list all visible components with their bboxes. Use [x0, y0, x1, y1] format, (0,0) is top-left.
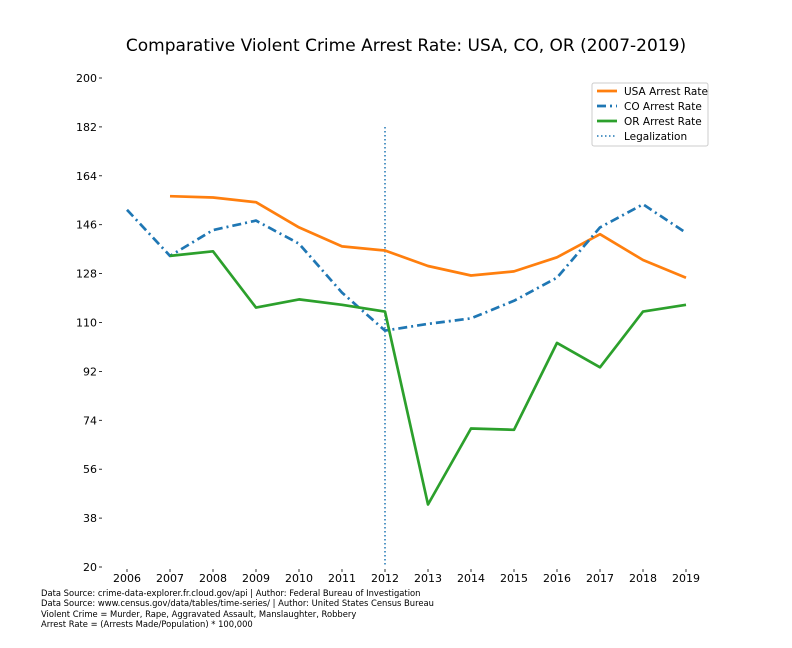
legend-label: USA Arrest Rate: [624, 86, 708, 98]
x-tick-label: 2012: [371, 572, 399, 585]
legend-label: Legalization: [624, 131, 687, 143]
series-line-co-arrest-rate: [126, 202, 687, 332]
y-tick-label: 164: [76, 170, 97, 183]
x-tick-label: 2010: [285, 572, 313, 585]
x-tick-label: 2015: [500, 572, 528, 585]
x-tick-label: 2006: [113, 572, 141, 585]
footer-line: Arrest Rate = (Arrests Made/Population) …: [41, 619, 253, 630]
y-tick-label: 128: [76, 268, 97, 281]
y-tick-label: 182: [76, 121, 97, 134]
chart-title: Comparative Violent Crime Arrest Rate: U…: [126, 36, 686, 56]
series-layer: [126, 194, 687, 506]
legend-frame: [591, 82, 709, 147]
x-tick-label: 2009: [242, 572, 270, 585]
x-tick-label: 2017: [586, 572, 614, 585]
footer-line: Data Source: crime-data-explorer.fr.clou…: [41, 588, 421, 598]
y-tick-label: 92: [83, 365, 97, 378]
x-tick-label: 2014: [457, 572, 485, 585]
y-tick-label: 146: [76, 219, 97, 232]
x-tick-label: 2016: [543, 572, 571, 585]
footer-notes: Data Source: crime-data-explorer.fr.clou…: [41, 588, 434, 630]
x-tick-label: 2013: [414, 572, 442, 585]
x-tick-label: 2008: [199, 572, 227, 585]
legend-label: OR Arrest Rate: [624, 116, 702, 128]
series-line-or-arrest-rate: [169, 249, 687, 506]
footer-line: Data Source: www.census.gov/data/tables/…: [41, 598, 434, 609]
footer-line: Violent Crime = Murder, Rape, Aggravated…: [41, 608, 357, 619]
x-axis: 2006 2007 2008 2009 2010 2011 2012 2013 2014 2015…: [113, 569, 700, 585]
y-tick-label: 110: [76, 317, 97, 330]
y-tick-label: 74: [83, 414, 97, 427]
legend-label: CO Arrest Rate: [624, 101, 702, 113]
x-tick-label: 2018: [629, 572, 657, 585]
x-tick-label: 2007: [156, 572, 184, 585]
y-tick-label: 38: [83, 512, 97, 525]
y-axis: 20 38 56 74 92 110 128 146 164 182 200: [76, 72, 102, 574]
legend: USA Arrest Rate CO Arrest Rate OR Arrest R…: [591, 82, 709, 147]
y-tick-label: 20: [83, 561, 97, 574]
y-tick-label: 56: [83, 463, 97, 476]
series-line-usa-arrest-rate: [169, 194, 687, 279]
x-tick-label: 2011: [328, 572, 356, 585]
x-tick-label: 2019: [672, 572, 700, 585]
y-tick-label: 200: [76, 72, 97, 85]
